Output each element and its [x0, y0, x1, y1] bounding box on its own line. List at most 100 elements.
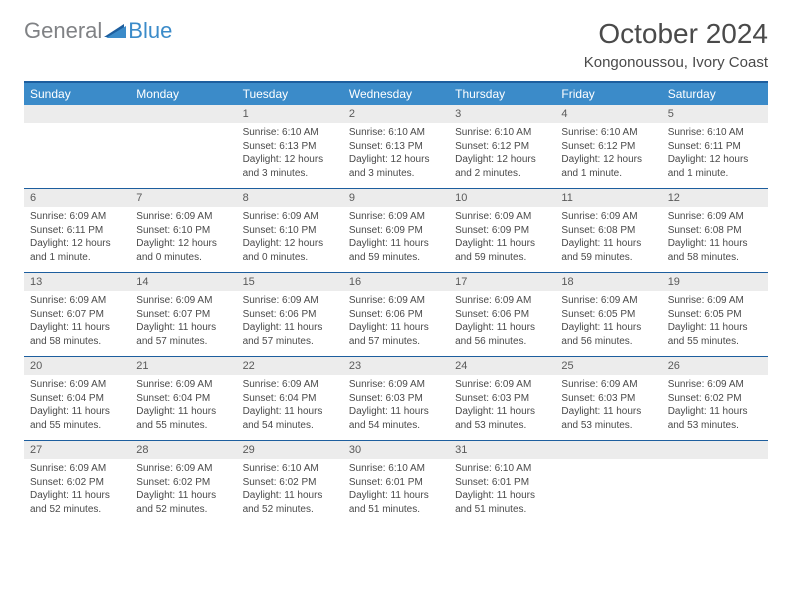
sunset-text: Sunset: 6:13 PM: [243, 140, 337, 154]
empty-cell: [662, 459, 768, 524]
sunrise-text: Sunrise: 6:09 AM: [668, 378, 762, 392]
day-number: 5: [662, 105, 768, 123]
daylight-text-1: Daylight: 11 hours: [455, 489, 549, 503]
sunset-text: Sunset: 6:12 PM: [561, 140, 655, 154]
sunrise-text: Sunrise: 6:09 AM: [455, 378, 549, 392]
day-detail-row: Sunrise: 6:10 AM Sunset: 6:13 PM Daylight:…: [24, 123, 768, 189]
daylight-text-1: Daylight: 12 hours: [349, 153, 443, 167]
sunrise-text: Sunrise: 6:09 AM: [668, 294, 762, 308]
day-number-row: 2728293031: [24, 441, 768, 460]
sunset-text: Sunset: 6:05 PM: [561, 308, 655, 322]
daylight-text-1: Daylight: 11 hours: [349, 405, 443, 419]
sunrise-text: Sunrise: 6:10 AM: [455, 462, 549, 476]
day-number: 1: [237, 105, 343, 123]
sunset-text: Sunset: 6:08 PM: [561, 224, 655, 238]
sunset-text: Sunset: 6:10 PM: [243, 224, 337, 238]
calendar-table: SundayMondayTuesdayWednesdayThursdayFrid…: [24, 81, 768, 524]
day-details: Sunrise: 6:09 AMSunset: 6:07 PMDaylight:…: [24, 291, 130, 357]
sunrise-text: Sunrise: 6:09 AM: [30, 378, 124, 392]
sunrise-text: Sunrise: 6:09 AM: [243, 210, 337, 224]
day-detail-row: Sunrise: 6:09 AMSunset: 6:04 PMDaylight:…: [24, 375, 768, 441]
daylight-text-1: Daylight: 11 hours: [561, 321, 655, 335]
sunset-text: Sunset: 6:04 PM: [30, 392, 124, 406]
sunrise-text: Sunrise: 6:09 AM: [136, 210, 230, 224]
day-details: Sunrise: 6:09 AMSunset: 6:05 PMDaylight:…: [662, 291, 768, 357]
daylight-text-1: Daylight: 11 hours: [349, 321, 443, 335]
header: General Blue October 2024 Kongonoussou, …: [24, 18, 768, 71]
day-number: 25: [555, 357, 661, 376]
daylight-text-2: and 2 minutes.: [455, 167, 549, 181]
daylight-text-1: Daylight: 12 hours: [30, 237, 124, 251]
day-details: Sunrise: 6:09 AMSunset: 6:06 PMDaylight:…: [343, 291, 449, 357]
day-number: 20: [24, 357, 130, 376]
sunset-text: Sunset: 6:06 PM: [349, 308, 443, 322]
sunrise-text: Sunrise: 6:09 AM: [349, 378, 443, 392]
day-number: 17: [449, 273, 555, 292]
sunset-text: Sunset: 6:02 PM: [136, 476, 230, 490]
sunrise-text: Sunrise: 6:09 AM: [668, 210, 762, 224]
daylight-text-1: Daylight: 11 hours: [668, 321, 762, 335]
day-number: 3: [449, 105, 555, 123]
sunset-text: Sunset: 6:04 PM: [243, 392, 337, 406]
daylight-text-2: and 53 minutes.: [455, 419, 549, 433]
sunrise-text: Sunrise: 6:10 AM: [349, 462, 443, 476]
sunset-text: Sunset: 6:09 PM: [455, 224, 549, 238]
daylight-text-2: and 51 minutes.: [349, 503, 443, 517]
title-block: October 2024 Kongonoussou, Ivory Coast: [584, 18, 768, 71]
day-details: Sunrise: 6:09 AMSunset: 6:08 PMDaylight:…: [555, 207, 661, 273]
sunrise-text: Sunrise: 6:09 AM: [455, 210, 549, 224]
daylight-text-1: Daylight: 12 hours: [243, 237, 337, 251]
day-number: 6: [24, 189, 130, 208]
day-details: Sunrise: 6:09 AMSunset: 6:03 PMDaylight:…: [555, 375, 661, 441]
daylight-text-1: Daylight: 11 hours: [561, 237, 655, 251]
daylight-text-1: Daylight: 12 hours: [136, 237, 230, 251]
day-number: 21: [130, 357, 236, 376]
daylight-text-2: and 1 minute.: [30, 251, 124, 265]
daylight-text-1: Daylight: 11 hours: [136, 405, 230, 419]
day-number: 19: [662, 273, 768, 292]
day-number: 8: [237, 189, 343, 208]
daylight-text-1: Daylight: 11 hours: [136, 321, 230, 335]
day-detail-row: Sunrise: 6:09 AMSunset: 6:11 PMDaylight:…: [24, 207, 768, 273]
logo-text-blue: Blue: [128, 18, 172, 44]
daylight-text-1: Daylight: 11 hours: [243, 405, 337, 419]
sunrise-text: Sunrise: 6:09 AM: [561, 294, 655, 308]
daylight-text-2: and 52 minutes.: [243, 503, 337, 517]
sunset-text: Sunset: 6:07 PM: [136, 308, 230, 322]
daylight-text-2: and 54 minutes.: [349, 419, 443, 433]
daylight-text-1: Daylight: 11 hours: [30, 489, 124, 503]
daylight-text-1: Daylight: 12 hours: [561, 153, 655, 167]
day-number: 18: [555, 273, 661, 292]
location: Kongonoussou, Ivory Coast: [584, 54, 768, 71]
daylight-text-2: and 51 minutes.: [455, 503, 549, 517]
daylight-text-1: Daylight: 12 hours: [455, 153, 549, 167]
sunset-text: Sunset: 6:10 PM: [136, 224, 230, 238]
day-details: Sunrise: 6:09 AMSunset: 6:08 PMDaylight:…: [662, 207, 768, 273]
day-detail-row: Sunrise: 6:09 AMSunset: 6:02 PMDaylight:…: [24, 459, 768, 524]
daylight-text-2: and 1 minute.: [561, 167, 655, 181]
sunset-text: Sunset: 6:03 PM: [455, 392, 549, 406]
sunset-text: Sunset: 6:01 PM: [455, 476, 549, 490]
sunrise-text: Sunrise: 6:09 AM: [455, 294, 549, 308]
day-number: 4: [555, 105, 661, 123]
day-number: 27: [24, 441, 130, 460]
empty-cell: [555, 441, 661, 460]
sunrise-text: Sunrise: 6:09 AM: [30, 462, 124, 476]
empty-cell: [555, 459, 661, 524]
sunset-text: Sunset: 6:03 PM: [561, 392, 655, 406]
daylight-text-2: and 59 minutes.: [561, 251, 655, 265]
empty-cell: [662, 441, 768, 460]
daylight-text-1: Daylight: 11 hours: [136, 489, 230, 503]
day-details: Sunrise: 6:09 AMSunset: 6:02 PMDaylight:…: [130, 459, 236, 524]
sunset-text: Sunset: 6:04 PM: [136, 392, 230, 406]
sunset-text: Sunset: 6:11 PM: [30, 224, 124, 238]
daylight-text-2: and 59 minutes.: [349, 251, 443, 265]
day-details: Sunrise: 6:09 AMSunset: 6:09 PMDaylight:…: [343, 207, 449, 273]
sunset-text: Sunset: 6:01 PM: [349, 476, 443, 490]
sunrise-text: Sunrise: 6:09 AM: [561, 210, 655, 224]
logo-text-general: General: [24, 18, 102, 44]
empty-cell: [24, 105, 130, 123]
day-header: Tuesday: [237, 82, 343, 105]
day-details: Sunrise: 6:10 AMSunset: 6:12 PMDaylight:…: [449, 123, 555, 189]
sunrise-text: Sunrise: 6:10 AM: [455, 126, 549, 140]
